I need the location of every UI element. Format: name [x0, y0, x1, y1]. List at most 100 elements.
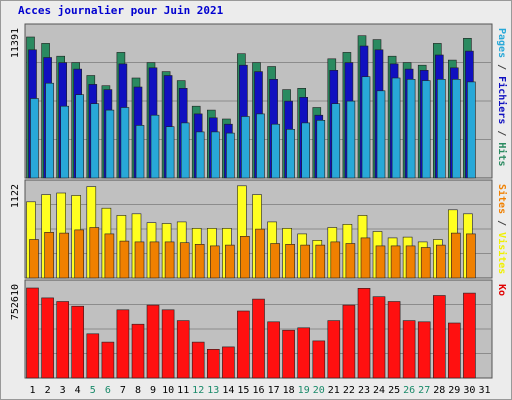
- bar-ko-day-12: [191, 341, 205, 379]
- legend-entry: Sites: [496, 184, 508, 214]
- bar-sites-day-22: [345, 243, 356, 279]
- x-tick-label: 23: [358, 385, 370, 396]
- legend-entry: Ko: [496, 284, 507, 296]
- bar-sites-day-30: [466, 233, 476, 279]
- bar-pages-day-2: [45, 82, 54, 179]
- bar-ko-day-17: [267, 321, 280, 379]
- bar-sites-day-14: [225, 244, 235, 279]
- bar-sites-day-5: [89, 227, 100, 279]
- x-tick-label: 19: [298, 385, 310, 396]
- panel-middle: 1122 Sites / Visites: [10, 179, 508, 279]
- x-tick-label: 12: [192, 385, 204, 396]
- legend-entry: Visites: [496, 232, 508, 274]
- panel-top: 11391 Pages / Fichiers / Hits: [10, 23, 508, 179]
- bar-ko-day-10: [161, 309, 175, 379]
- bar-sites-day-9: [149, 241, 160, 279]
- bar-pages-day-26: [406, 79, 416, 179]
- bar-sites-day-13: [210, 245, 220, 279]
- bar-ko-day-14: [222, 346, 235, 379]
- bar-pages-day-9: [150, 114, 160, 179]
- series-legend: Sites / Visites: [496, 184, 508, 274]
- bar-ko-day-9: [146, 304, 160, 379]
- y-tick-label: 752610: [10, 284, 21, 320]
- bar-pages-day-24: [376, 90, 386, 179]
- bar-ko-day-3: [56, 301, 70, 379]
- legend-entry: /: [496, 58, 507, 76]
- bar-pages-day-3: [60, 105, 70, 179]
- bar-pages-day-5: [90, 103, 100, 179]
- bar-sites-day-18: [285, 244, 295, 279]
- bar-sites-day-23: [360, 237, 371, 279]
- chart-title: Acces journalier pour Juin 2021: [18, 4, 224, 17]
- bar-ko-day-26: [402, 320, 416, 379]
- x-tick-label: 16: [252, 385, 264, 396]
- legend-entry: /: [496, 124, 507, 142]
- bar-pages-day-8: [135, 125, 145, 179]
- legend-entry: Fichiers: [496, 76, 508, 124]
- bar-sites-day-3: [59, 232, 70, 279]
- bar-pages-day-15: [241, 116, 250, 179]
- x-tick-label: 2: [45, 385, 51, 396]
- x-tick-label: 20: [313, 385, 325, 396]
- x-tick-label: 18: [283, 385, 295, 396]
- bar-ko-day-28: [432, 295, 446, 379]
- bar-sites-day-1: [29, 239, 39, 279]
- bar-ko-day-29: [447, 322, 461, 379]
- y-tick-label: 1122: [10, 184, 21, 208]
- bar-ko-day-2: [41, 297, 54, 379]
- bar-pages-day-13: [211, 131, 220, 179]
- x-tick-label: 27: [418, 385, 430, 396]
- bar-ko-day-6: [101, 341, 115, 379]
- bar-sites-day-8: [134, 241, 145, 279]
- x-tick-label: 29: [448, 385, 460, 396]
- bar-pages-day-20: [316, 120, 326, 179]
- bar-pages-day-28: [436, 79, 446, 179]
- bar-pages-day-21: [331, 103, 341, 179]
- bar-sites-day-6: [104, 233, 115, 279]
- x-tick-label: 21: [328, 385, 340, 396]
- x-tick-label: 28: [433, 385, 445, 396]
- x-tick-label: 6: [105, 385, 111, 396]
- bar-pages-day-23: [361, 76, 371, 179]
- x-tick-label: 24: [373, 385, 385, 396]
- bar-sites-day-16: [255, 228, 265, 279]
- bar-ko-day-5: [86, 333, 100, 379]
- bar-sites-day-19: [300, 244, 311, 279]
- bar-sites-day-27: [420, 247, 431, 279]
- legend-entry: /: [496, 214, 507, 232]
- x-tick-label: 26: [403, 385, 415, 396]
- series-legend: Pages / Fichiers / Hits: [496, 28, 508, 167]
- x-tick-label: 11: [177, 385, 189, 396]
- x-tick-label: 15: [237, 385, 249, 396]
- bar-pages-day-7: [120, 107, 130, 179]
- bar-ko-day-15: [237, 310, 250, 379]
- bar-sites-day-17: [270, 243, 280, 279]
- bar-ko-day-24: [372, 296, 386, 379]
- bar-pages-day-4: [75, 94, 84, 179]
- bar-pages-day-18: [286, 129, 295, 179]
- x-tick-label: 9: [150, 385, 156, 396]
- bar-pages-day-6: [105, 109, 115, 179]
- bar-pages-day-1: [30, 98, 39, 179]
- bar-pages-day-29: [451, 79, 461, 179]
- bar-sites-day-25: [390, 245, 401, 279]
- bar-ko-day-8: [131, 323, 145, 379]
- bar-sites-day-10: [164, 241, 175, 279]
- bar-pages-day-17: [271, 123, 280, 179]
- bar-sites-day-29: [450, 232, 461, 279]
- bar-sites-day-28: [435, 244, 446, 279]
- x-tick-label: 30: [463, 385, 475, 396]
- bar-pages-day-22: [346, 100, 356, 179]
- bar-pages-day-10: [165, 126, 175, 179]
- bar-ko-day-22: [342, 304, 356, 379]
- bar-sites-day-2: [44, 232, 54, 279]
- x-tick-label: 22: [343, 385, 355, 396]
- bar-ko-day-19: [297, 327, 311, 379]
- x-tick-label: 13: [207, 385, 219, 396]
- bar-ko-day-18: [282, 329, 295, 379]
- x-tick-label: 31: [478, 385, 490, 396]
- panel-bottom: 752610 Ko: [10, 279, 507, 379]
- x-tick-label: 7: [120, 385, 126, 396]
- bar-sites-day-11: [179, 242, 190, 279]
